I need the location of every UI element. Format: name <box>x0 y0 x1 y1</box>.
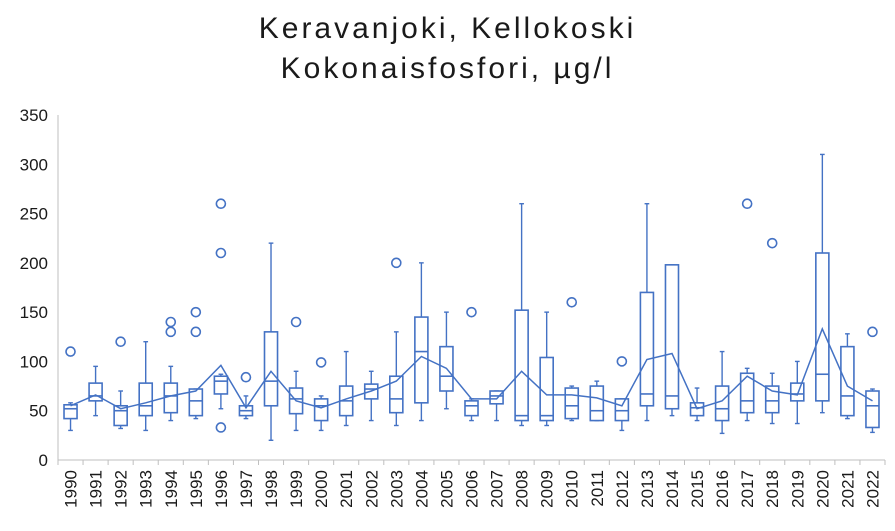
box-2022 <box>865 390 880 429</box>
y-tick-label: 200 <box>20 254 48 273</box>
box-1993 <box>138 382 154 417</box>
outlier-point <box>315 357 327 368</box>
box-2011 <box>589 385 605 422</box>
x-tick-label: 1999 <box>287 470 306 508</box>
box-2013 <box>639 291 655 407</box>
box-2014 <box>664 264 680 410</box>
outlier-point <box>240 371 252 383</box>
chart-title: Keravanjoki, Kellokoski <box>258 12 637 45</box>
x-tick-label: 1992 <box>112 470 131 508</box>
x-tick-label: 2009 <box>538 470 557 508</box>
outlier-point <box>215 422 227 433</box>
outlier-point <box>766 237 778 249</box>
x-tick-label: 2001 <box>337 470 356 508</box>
x-tick-label: 2007 <box>488 470 507 508</box>
x-tick-label: 2020 <box>813 470 832 508</box>
outlier-point <box>165 326 177 338</box>
x-tick-label: 1990 <box>62 470 81 508</box>
x-tick-label: 2006 <box>463 470 482 508</box>
x-tick-label: 2008 <box>513 470 532 508</box>
x-tick-label: 2002 <box>362 470 381 508</box>
y-tick-label: 250 <box>20 205 48 224</box>
x-tick-label: 1998 <box>262 470 281 508</box>
x-tick-label: 2014 <box>663 470 682 508</box>
box-2009 <box>539 356 554 422</box>
box-1995 <box>188 388 204 417</box>
box-2018 <box>764 385 780 414</box>
x-tick-label: 1994 <box>162 470 181 508</box>
x-tick-label: 2015 <box>688 470 707 508</box>
x-tick-label: 2013 <box>638 470 657 508</box>
x-tick-label: 2010 <box>563 470 582 508</box>
box-2019 <box>789 382 805 402</box>
outlier-point <box>115 336 126 348</box>
outlier-point <box>616 356 628 367</box>
box-2017 <box>739 372 755 414</box>
x-tick-label: 1997 <box>237 470 256 508</box>
x-tick-label: 2018 <box>763 470 782 508</box>
x-tick-label: 2003 <box>387 470 406 508</box>
box-2000 <box>313 398 329 422</box>
outlier-point <box>215 247 227 259</box>
box-2020 <box>815 252 830 402</box>
x-tick-label: 2005 <box>437 470 456 508</box>
box-2010 <box>564 387 580 420</box>
box-2003 <box>389 375 404 414</box>
outlier-point <box>391 257 402 269</box>
outlier-point <box>466 306 477 318</box>
y-tick-label: 0 <box>39 451 48 470</box>
box-1998 <box>263 331 279 407</box>
box-2007 <box>489 390 504 405</box>
y-tick-label: 50 <box>29 402 48 421</box>
x-tick-label: 2022 <box>863 470 882 508</box>
outlier-point <box>215 198 227 210</box>
outlier-point <box>741 198 753 210</box>
box-2008 <box>514 309 529 422</box>
x-tick-label: 1996 <box>212 470 231 508</box>
x-tick-label: 2000 <box>312 470 331 508</box>
x-tick-label: 1995 <box>187 470 206 508</box>
x-tick-label: 2011 <box>588 470 607 507</box>
outlier-point <box>190 306 202 318</box>
outlier-point <box>165 316 177 328</box>
x-tick-label: 2017 <box>738 470 757 508</box>
box-2016 <box>714 385 730 422</box>
outlier-point <box>65 346 76 357</box>
chart-subtitle: Kokonaisfosfori, µg/l <box>280 52 615 85</box>
box-2006 <box>464 400 479 417</box>
x-tick-label: 2012 <box>613 470 632 508</box>
outlier-point <box>190 326 202 338</box>
x-tick-label: 2021 <box>838 470 857 508</box>
y-tick-label: 350 <box>20 106 48 125</box>
y-tick-label: 150 <box>20 303 48 322</box>
y-tick-label: 300 <box>20 155 48 174</box>
x-tick-label: 2019 <box>788 470 807 508</box>
outlier-point <box>290 316 302 328</box>
box-2012 <box>614 398 630 422</box>
y-tick-label: 100 <box>20 352 48 371</box>
x-tick-label: 2016 <box>713 470 732 508</box>
box-2021 <box>840 345 855 417</box>
box-1996 <box>213 375 229 395</box>
outlier-point <box>566 296 578 308</box>
x-tick-label: 1991 <box>87 470 106 508</box>
outlier-point <box>867 326 878 338</box>
x-tick-label: 2004 <box>412 470 431 508</box>
x-tick-label: 1993 <box>137 470 156 508</box>
mean-line <box>70 326 873 410</box>
box-1990 <box>63 403 78 420</box>
